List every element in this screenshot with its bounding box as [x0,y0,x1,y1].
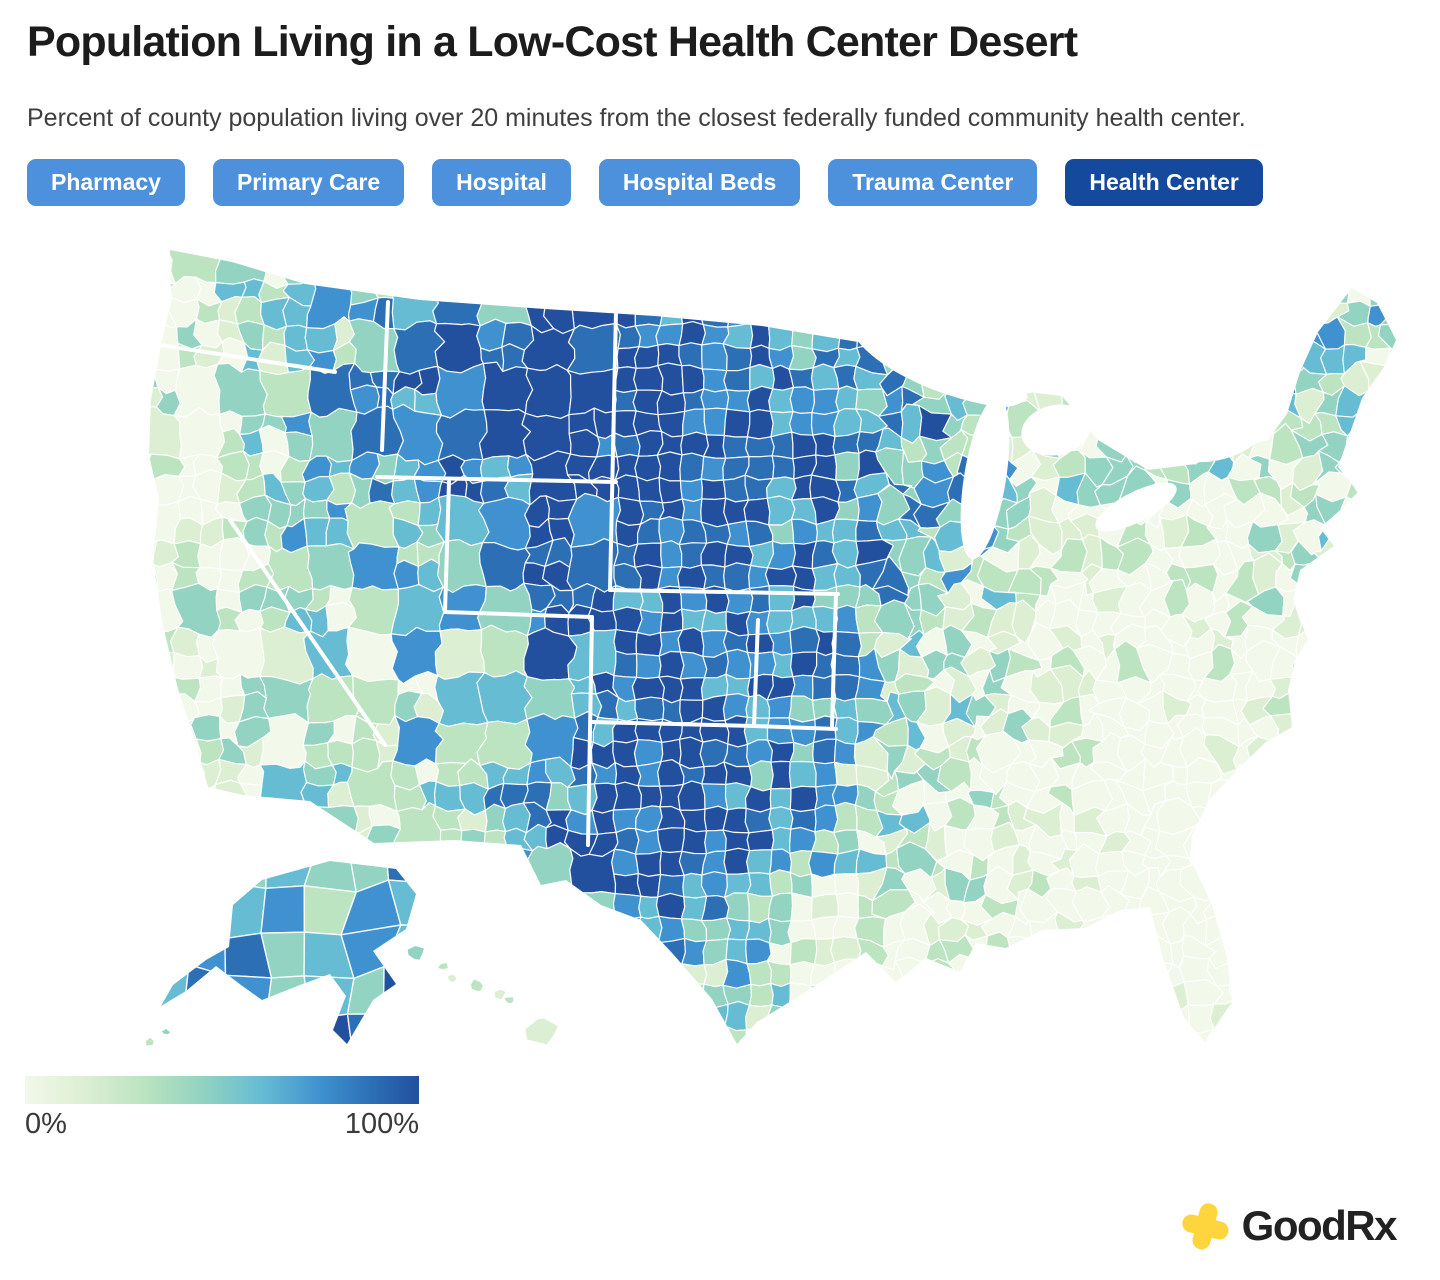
filter-button-primary-care[interactable]: Primary Care [212,159,405,206]
filter-button-hospital[interactable]: Hospital [432,159,571,206]
legend-max-label: 100% [344,1108,419,1140]
county-layer-alaska [161,861,416,1044]
legend-min-label: 0% [25,1108,67,1140]
goodrx-cross-icon [1177,1198,1234,1255]
hawaii-islands [144,945,560,1047]
state-borders [158,300,840,847]
filter-bar: Pharmacy Primary Care Hospital Hospital Bed… [27,159,1263,206]
page-title: Population Living in a Low-Cost Health C… [27,18,1078,66]
goodrx-logo: GoodRx [1182,1202,1398,1250]
page-subtitle: Percent of county population living over… [27,104,1246,132]
legend-gradient-bar [25,1076,419,1104]
goodrx-wordmark: GoodRx [1241,1202,1398,1249]
color-scale-legend: 0% 100% [25,1076,419,1141]
filter-button-trauma-center[interactable]: Trauma Center [828,159,1038,206]
great-lakes [852,326,1258,560]
filter-button-health-center[interactable]: Health Center [1065,159,1263,206]
filter-button-pharmacy[interactable]: Pharmacy [27,159,185,206]
filter-button-hospital-beds[interactable]: Hospital Beds [598,159,801,206]
legend-labels: 0% 100% [25,1108,419,1141]
